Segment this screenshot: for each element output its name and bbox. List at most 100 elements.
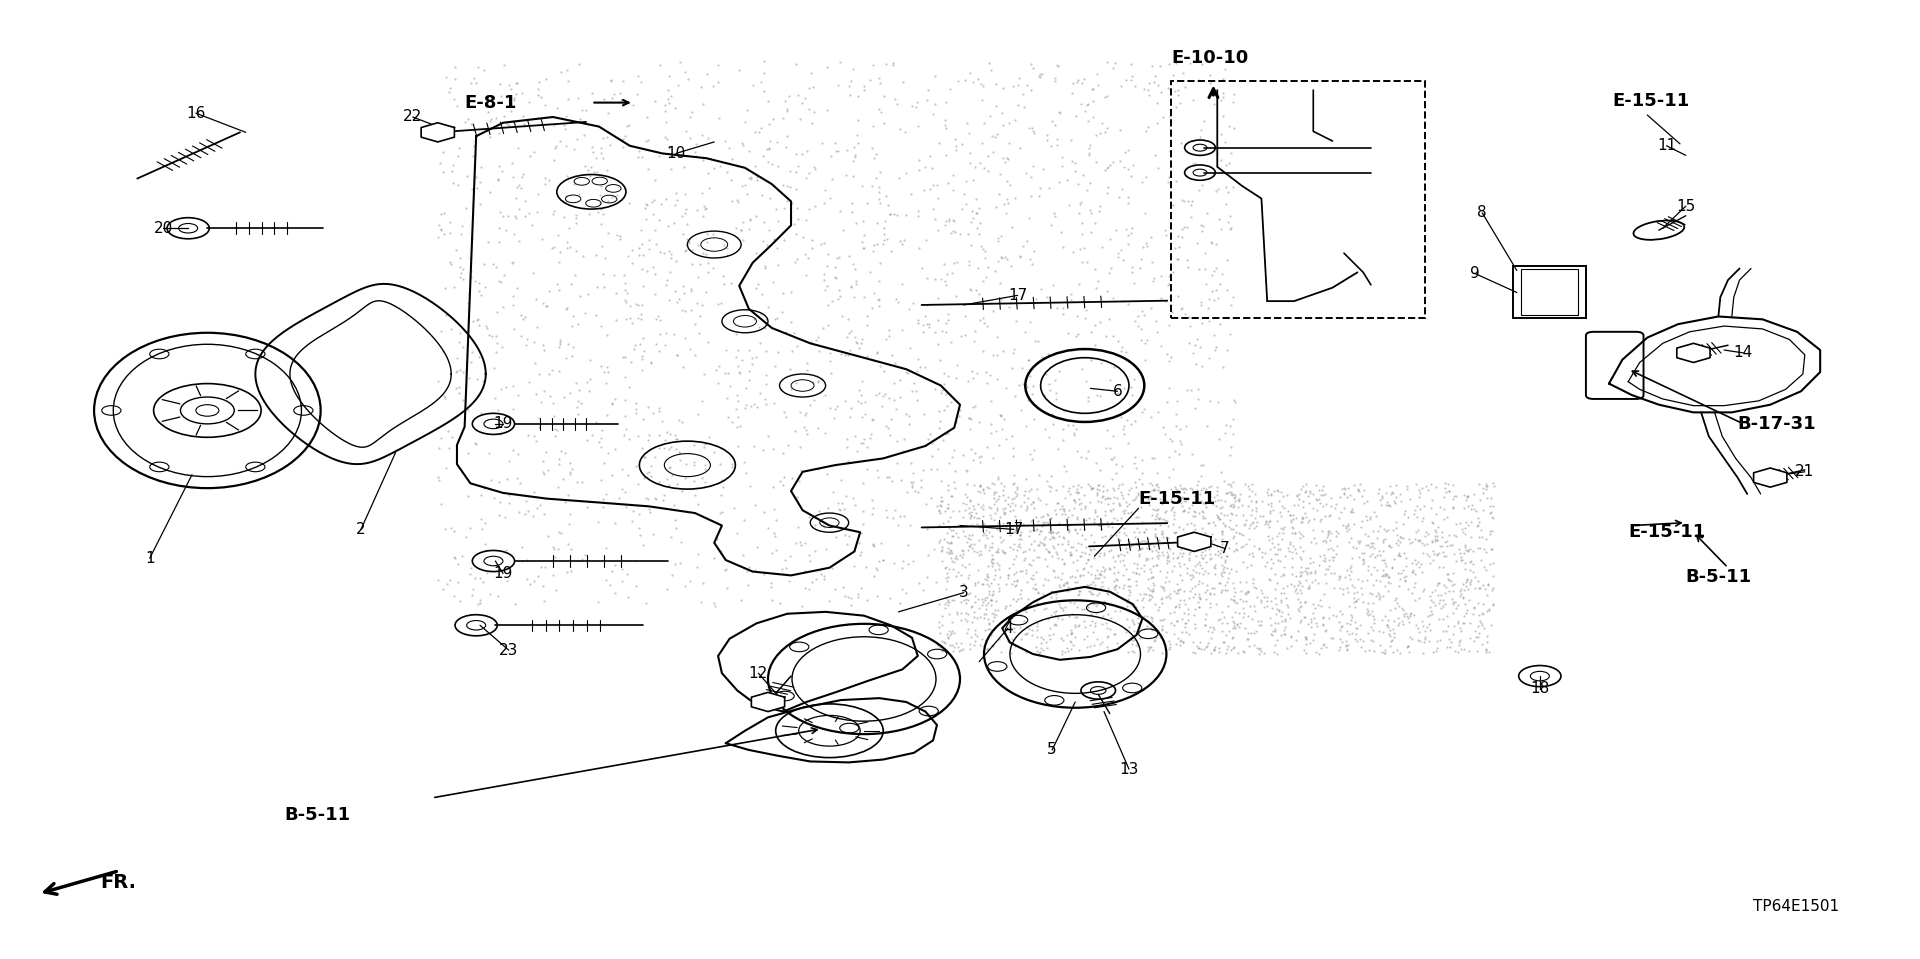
Point <box>1288 499 1319 514</box>
Point <box>943 73 973 88</box>
Point <box>991 616 1021 631</box>
Point <box>1123 525 1154 540</box>
Point <box>611 421 641 436</box>
Point <box>1039 617 1069 632</box>
Point <box>774 573 804 589</box>
Point <box>1252 594 1283 609</box>
Point <box>776 381 806 396</box>
Point <box>745 336 776 351</box>
Point <box>1369 643 1400 658</box>
Point <box>935 335 966 350</box>
Point <box>983 492 1014 507</box>
Point <box>1396 564 1427 579</box>
Point <box>595 138 626 153</box>
Point <box>862 345 893 361</box>
Point <box>645 326 676 341</box>
Point <box>649 433 680 448</box>
Polygon shape <box>420 123 455 142</box>
Point <box>751 343 781 359</box>
Point <box>833 347 864 363</box>
Point <box>1073 584 1104 599</box>
Point <box>1350 508 1380 524</box>
Point <box>1048 632 1079 647</box>
Point <box>1031 497 1062 512</box>
Point <box>1164 82 1194 98</box>
Point <box>1021 622 1052 638</box>
Point <box>1284 524 1315 539</box>
Point <box>1212 616 1242 631</box>
Point <box>710 561 741 576</box>
Point <box>781 251 812 267</box>
Point <box>1110 503 1140 518</box>
Point <box>611 129 641 144</box>
Point <box>935 488 966 503</box>
Point <box>960 205 991 221</box>
Point <box>743 319 774 335</box>
Point <box>1054 487 1085 503</box>
Point <box>1382 548 1413 563</box>
Point <box>1108 600 1139 616</box>
Point <box>1415 555 1446 571</box>
Point <box>453 322 484 338</box>
Point <box>1475 602 1505 618</box>
Point <box>541 423 572 438</box>
Point <box>1446 522 1476 537</box>
Point <box>1308 552 1338 568</box>
Point <box>977 145 1008 160</box>
Point <box>1018 379 1048 394</box>
Point <box>1463 540 1494 555</box>
Point <box>1025 492 1056 507</box>
Point <box>670 186 701 201</box>
Point <box>1098 482 1129 498</box>
Point <box>950 327 981 342</box>
Point <box>1004 587 1035 602</box>
Point <box>1240 623 1271 639</box>
Point <box>1092 643 1123 658</box>
Point <box>1233 520 1263 535</box>
Point <box>991 432 1021 447</box>
Point <box>1131 124 1162 139</box>
Point <box>760 312 791 327</box>
Point <box>1188 483 1219 499</box>
Point <box>1016 447 1046 462</box>
Point <box>1256 498 1286 513</box>
Point <box>505 180 536 196</box>
Point <box>564 186 595 201</box>
Point <box>1142 160 1173 175</box>
Point <box>1112 544 1142 559</box>
Point <box>950 592 981 607</box>
Point <box>1046 301 1077 316</box>
Point <box>1369 534 1400 550</box>
Point <box>1217 411 1248 427</box>
Point <box>1219 619 1250 634</box>
Point <box>555 506 586 522</box>
Point <box>1060 492 1091 507</box>
Point <box>1308 638 1338 653</box>
Point <box>607 74 637 89</box>
Point <box>1039 530 1069 546</box>
Point <box>1404 632 1434 647</box>
Point <box>929 273 960 289</box>
Point <box>1187 457 1217 473</box>
Point <box>1269 519 1300 534</box>
Point <box>1388 609 1419 624</box>
Point <box>1175 317 1206 333</box>
Point <box>849 227 879 243</box>
Point <box>1258 539 1288 554</box>
Point <box>1175 567 1206 582</box>
Point <box>503 141 534 156</box>
Point <box>1108 547 1139 562</box>
Point <box>1284 603 1315 619</box>
Point <box>933 478 964 493</box>
Point <box>1035 631 1066 646</box>
Point <box>1116 629 1146 644</box>
Point <box>1154 108 1185 124</box>
Point <box>611 312 641 327</box>
Point <box>1409 623 1440 639</box>
Point <box>758 441 789 456</box>
Point <box>563 393 593 409</box>
Point <box>1210 635 1240 650</box>
Point <box>1448 591 1478 606</box>
Point <box>937 522 968 537</box>
Point <box>762 241 793 256</box>
